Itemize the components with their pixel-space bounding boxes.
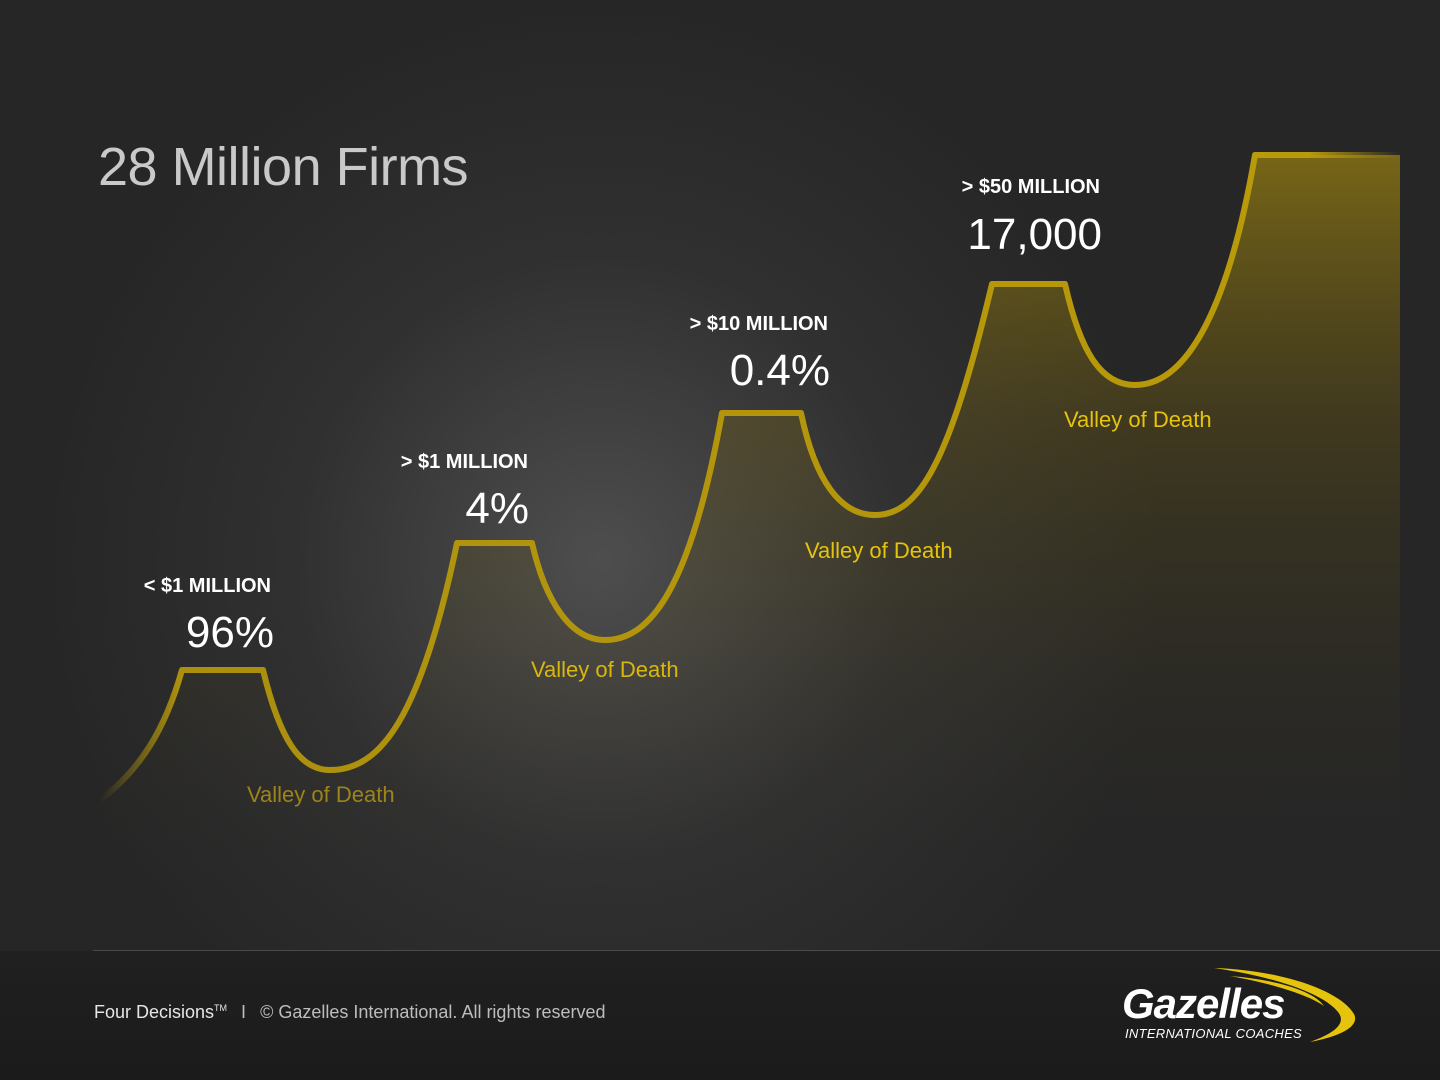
tier-4-valley-label: Valley of Death [1064,407,1212,432]
logo-subtitle: INTERNATIONAL COACHES [1125,1026,1303,1041]
tier-2-label: > $1 MILLION [400,451,528,473]
tier-3-value: 0.4% [729,346,830,395]
footer-text: Four DecisionsTM I © Gazelles Internationa… [94,1002,606,1023]
tier-2-value: 4% [465,484,529,533]
tier-3-valley-label: Valley of Death [805,538,953,563]
tier-2-valley-label: Valley of Death [531,657,679,682]
footer-product: Four Decisions [94,1002,215,1022]
slide-title: 28 Million Firms [98,137,469,197]
logo-name: Gazelles [1122,980,1285,1027]
footer-divider [93,950,1440,951]
growth-curve-fill [100,155,1400,900]
footer-separator: I [241,1002,247,1022]
tier-1-valley-label: Valley of Death [247,782,395,807]
footer-copyright: © Gazelles International. All rights res… [260,1002,606,1022]
tier-3-label: > $10 MILLION [689,313,828,335]
swoosh-icon [1214,968,1356,1042]
tier-4-label: > $50 MILLION [961,176,1100,198]
growth-curve-line [98,152,1400,803]
tier-4-value: 17,000 [967,210,1102,259]
footer-trademark: TM [214,1003,228,1013]
footer-background [0,951,1440,1080]
tier-1-label: < $1 MILLION [143,575,271,597]
tier-1-value: 96% [185,608,274,657]
gazelles-logo: Gazelles INTERNATIONAL COACHES [1110,962,1370,1052]
